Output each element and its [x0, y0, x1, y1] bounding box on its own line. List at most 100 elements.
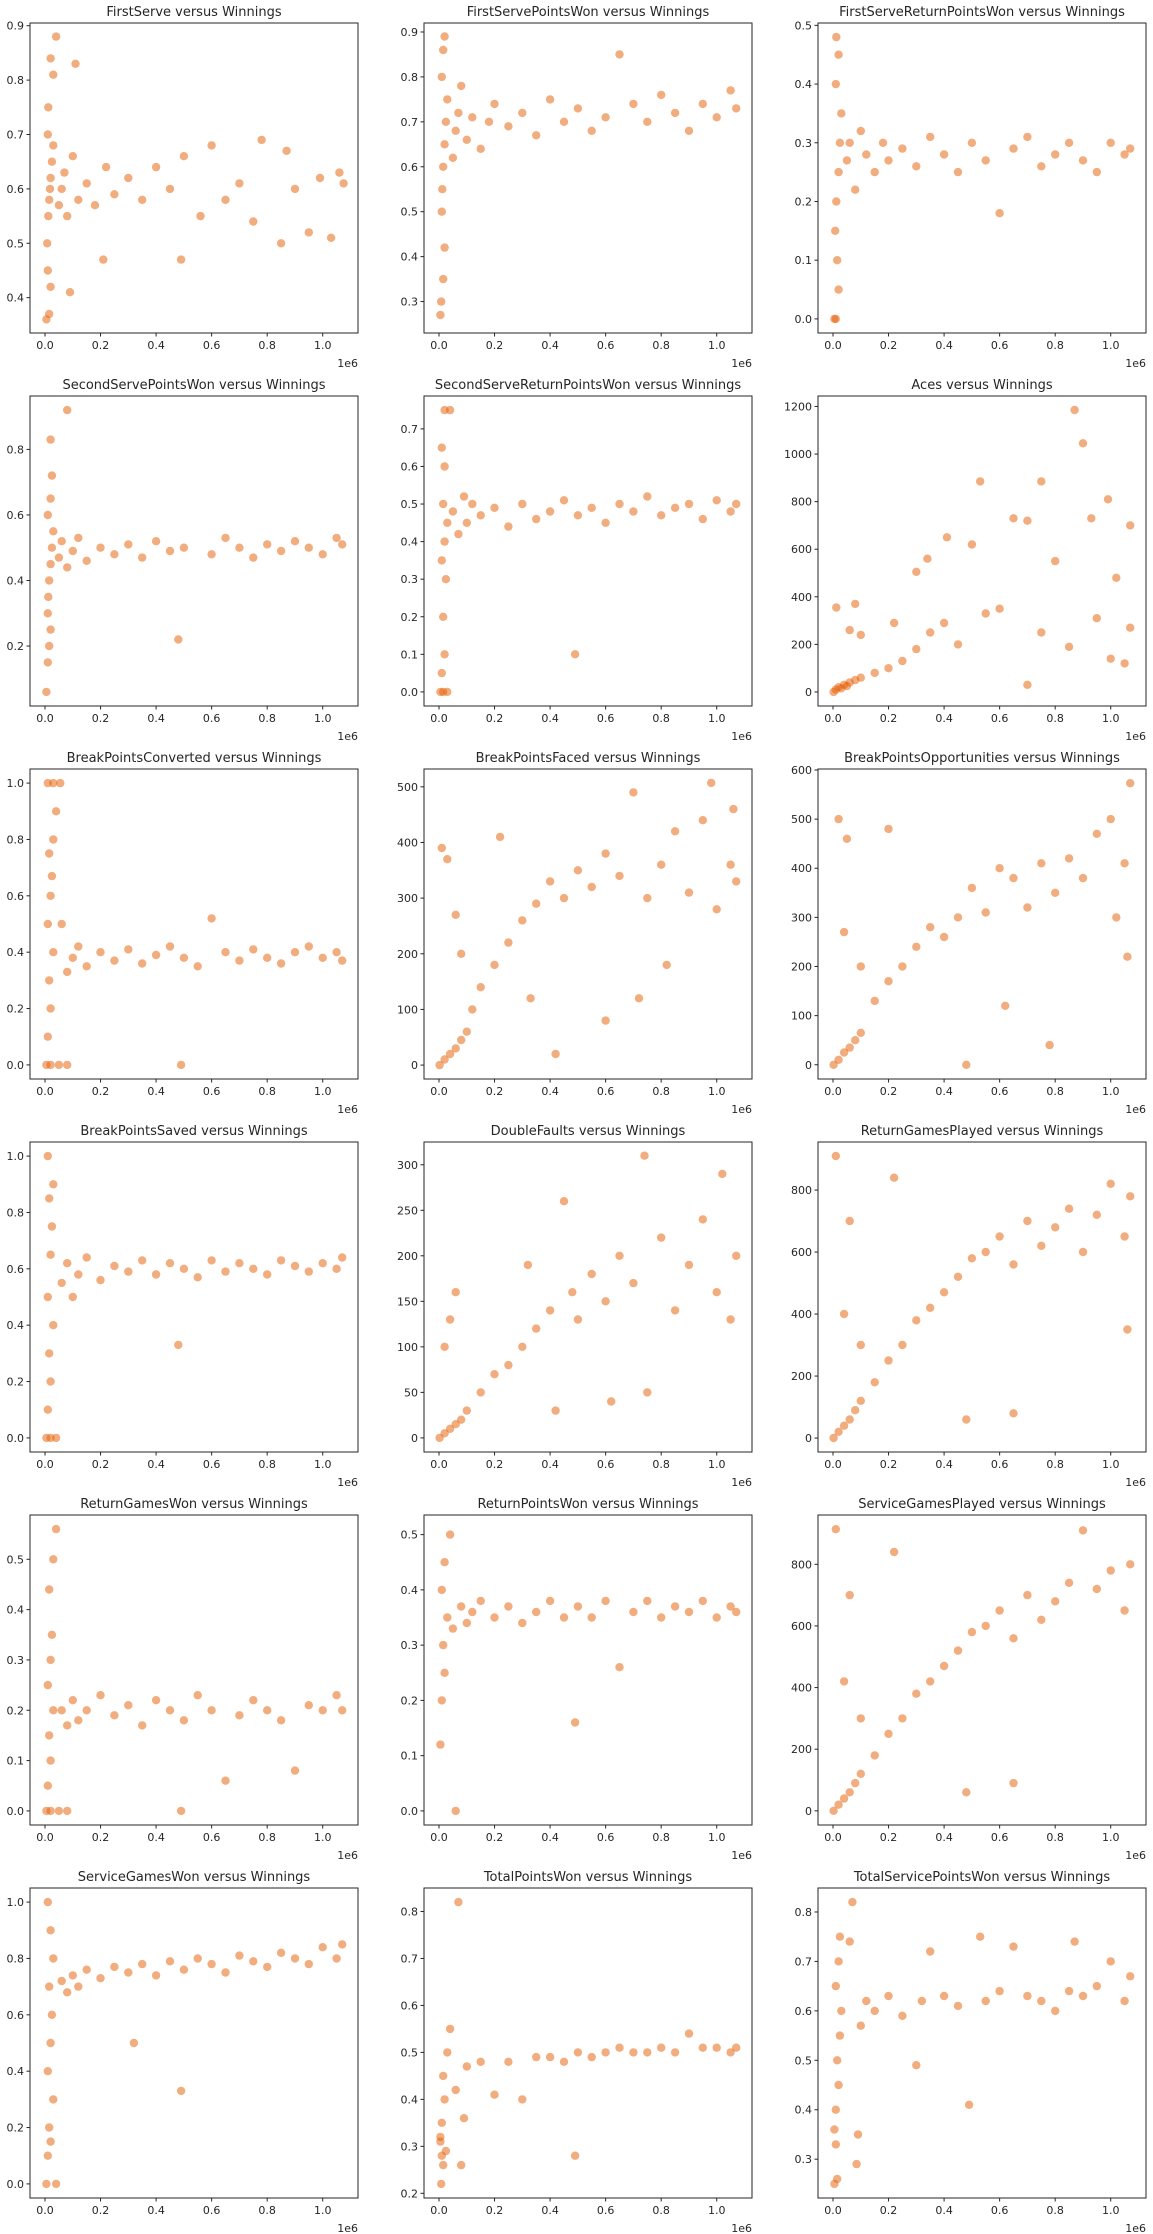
scatter-point: [436, 2132, 445, 2142]
scatter-point: [110, 550, 119, 559]
scatter-point: [207, 141, 216, 150]
scatter-point: [110, 1261, 119, 1271]
scatter-point: [504, 122, 513, 131]
scatter-point: [1009, 1942, 1018, 1951]
subplot: FirstServe versus Winnings 0.0 0.2 0.4 0.6 0.…: [7, 5, 359, 370]
scatter-point: [995, 1232, 1004, 1241]
scatter-point: [71, 59, 80, 68]
scatter-point: [138, 959, 147, 968]
y-tick-label: 0: [805, 1805, 812, 1818]
scatter-point: [884, 1356, 893, 1365]
chart-title: ServiceGamesWon versus Winnings: [78, 1870, 311, 1885]
scatter-point: [833, 2174, 842, 2184]
scatter-point: [454, 108, 463, 118]
subplot: FirstServePointsWon versus Winnings 0.0 0.…: [401, 5, 753, 370]
scatter-point: [207, 1706, 216, 1715]
x-tick-label: 0.2: [486, 2204, 504, 2217]
y-tick-label: 0.8: [7, 74, 25, 87]
scatter-point: [851, 185, 860, 194]
scatter-point: [263, 540, 272, 549]
scatter-point: [573, 2048, 583, 2057]
scatter-point: [318, 1259, 327, 1268]
scatter-point: [615, 2043, 624, 2052]
scatter-point: [332, 1954, 341, 1963]
scatter-point: [43, 1292, 52, 1302]
y-tick-label: 0.6: [795, 2005, 813, 2018]
scatter-point: [834, 167, 843, 177]
y-tick-label: 0.2: [7, 1003, 25, 1016]
scatter-point: [601, 1297, 610, 1306]
y-tick-label: 600: [791, 1246, 812, 1259]
scatter-point: [276, 546, 286, 556]
scatter-point: [46, 1377, 55, 1386]
scatter-point: [68, 152, 78, 161]
scatter-points: [436, 405, 741, 697]
scatter-point: [852, 2159, 861, 2169]
scatter-point: [670, 108, 680, 118]
scatter-point: [732, 1251, 741, 1261]
axes-frame: [817, 1514, 1147, 1826]
scatter-point: [96, 1974, 105, 1983]
scatter-point: [835, 1932, 845, 1941]
scatter-point: [570, 650, 580, 659]
scatter-point: [1023, 1216, 1032, 1226]
scatter-point: [45, 1194, 54, 1203]
y-tick-label: 0.4: [401, 536, 419, 549]
scatter-point: [939, 618, 949, 628]
scatter-point: [856, 1028, 865, 1038]
scatter-point: [601, 1596, 610, 1606]
scatter-point: [607, 1397, 616, 1406]
scatter-point: [615, 50, 624, 59]
scatter-point: [290, 184, 300, 194]
x-tick-label: 0.4: [935, 1831, 953, 1844]
y-tick-label: 300: [791, 911, 812, 924]
scatter-point: [573, 1602, 583, 1611]
scatter-point: [967, 1254, 977, 1263]
scatter-point: [995, 209, 1004, 218]
x-tick-label: 0.4: [541, 712, 559, 725]
scatter-point: [165, 1957, 175, 1966]
scatter-point: [436, 1740, 445, 1749]
scatter-point: [995, 1986, 1004, 1996]
scatter-point: [732, 499, 741, 509]
scatter-point: [448, 507, 458, 516]
scatter-point: [832, 197, 841, 206]
scatter-point: [870, 167, 879, 177]
x-tick-label: 0.8: [1046, 2204, 1064, 2217]
scatter-point: [124, 945, 133, 954]
scatter-point: [559, 1197, 569, 1206]
y-tick-label: 0.9: [7, 20, 25, 33]
x-tick-label: 0.6: [203, 2204, 221, 2217]
scatter-point: [926, 132, 935, 142]
scatter-point: [523, 1260, 533, 1270]
scatter-point: [44, 592, 53, 602]
scatter-point: [57, 184, 66, 194]
scatter-point: [831, 226, 840, 235]
scatter-point: [981, 1621, 990, 1631]
x-tick-label: 0.2: [92, 712, 110, 725]
y-tick-label: 0.2: [795, 195, 813, 208]
subplot: BreakPointsConverted versus Winnings 0.0 0…: [7, 751, 359, 1116]
scatter-point: [504, 938, 513, 947]
axes-frame: [423, 1514, 753, 1826]
x-tick-label: 1.0: [314, 1085, 332, 1098]
scatter-point: [831, 1525, 840, 1534]
scatter-point: [833, 2056, 842, 2065]
scatter-point: [939, 150, 949, 159]
scatter-point: [1023, 1590, 1032, 1600]
scatter-point: [712, 1613, 721, 1622]
scatter-point: [1087, 514, 1096, 523]
scatter-point: [698, 816, 707, 825]
scatter-point: [884, 977, 893, 986]
scatter-point: [49, 1180, 58, 1189]
x-tick-label: 0.2: [486, 1085, 504, 1098]
scatter-point: [670, 503, 680, 512]
scatter-point: [684, 1260, 694, 1270]
scatter-point: [587, 1269, 596, 1279]
scatter-point: [440, 537, 449, 546]
scatter-point: [62, 1259, 72, 1268]
scatter-point: [304, 942, 313, 951]
scatter-point: [967, 138, 977, 147]
y-tick-label: 0.5: [401, 206, 419, 219]
x-tick-label: 0.4: [541, 339, 559, 352]
